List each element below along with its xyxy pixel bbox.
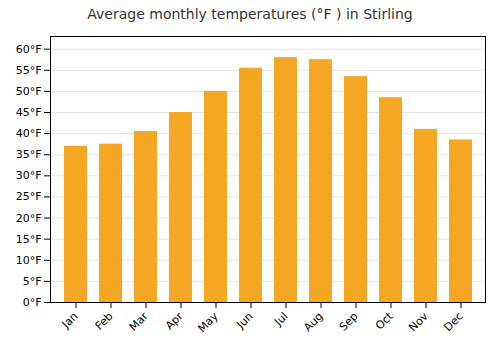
svg-text:25°F: 25°F [16, 190, 42, 203]
svg-text:Feb: Feb [93, 310, 116, 333]
svg-text:20°F: 20°F [16, 212, 42, 225]
svg-text:Oct: Oct [373, 309, 396, 332]
svg-text:Mar: Mar [127, 309, 151, 333]
svg-text:Nov: Nov [406, 309, 431, 334]
svg-text:30°F: 30°F [16, 169, 42, 182]
svg-text:15°F: 15°F [16, 233, 42, 246]
svg-text:5°F: 5°F [23, 275, 42, 288]
svg-text:50°F: 50°F [16, 85, 42, 98]
svg-text:Aug: Aug [301, 310, 325, 334]
svg-text:Jul: Jul [271, 310, 290, 329]
svg-text:35°F: 35°F [16, 148, 42, 161]
svg-text:Sep: Sep [337, 310, 361, 334]
svg-text:60°F: 60°F [16, 43, 42, 56]
svg-text:May: May [195, 309, 221, 335]
svg-text:10°F: 10°F [16, 254, 42, 267]
svg-text:Jan: Jan [59, 310, 81, 332]
svg-text:40°F: 40°F [16, 127, 42, 140]
html-text:Average monthly temperatures (: Average monthly temperatures (°F ) in St… [87, 6, 413, 22]
svg-text:Jun: Jun [234, 310, 256, 332]
svg-text:55°F: 55°F [16, 64, 42, 77]
svg-text:0°F: 0°F [23, 296, 42, 309]
svg-text:Dec: Dec [441, 310, 465, 334]
svg-text:Apr: Apr [163, 309, 186, 332]
svg-text:45°F: 45°F [16, 106, 42, 119]
